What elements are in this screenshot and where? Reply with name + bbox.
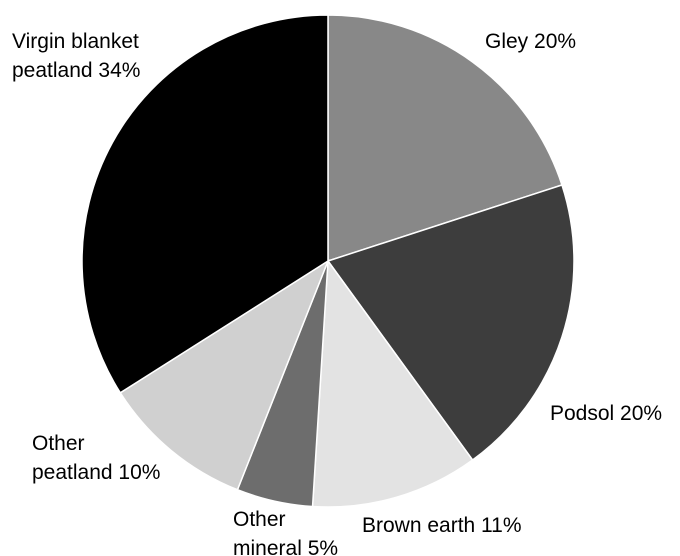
pie-slice-label-line: Brown earth 11%	[362, 514, 522, 537]
pie-slice-label-line: Other	[233, 508, 286, 531]
pie-slice-2	[311, 258, 474, 508]
pie-slice-label-3: Other mineral 5%	[233, 508, 338, 556]
pie-slice-label-line: mineral 5%	[233, 537, 338, 556]
pie-slice-4	[119, 259, 330, 491]
pie-labels: Gley 20% Podsol 20% Brown earth 11% Other mi…	[12, 30, 662, 556]
pie-slice-label-line: Other	[32, 432, 85, 455]
pie-slice-label-1: Podsol 20%	[550, 402, 662, 425]
pie-slice-label-0: Gley 20%	[485, 30, 576, 53]
pie-slice-label-line: Gley 20%	[485, 30, 576, 53]
pie-slice-label-line: peatland 34%	[12, 59, 140, 82]
pie-slice-0	[327, 14, 563, 263]
pie-slice-label-line: Podsol 20%	[550, 402, 662, 425]
pie-slice-label-4: Other peatland 10%	[32, 432, 160, 484]
pie-slice-label-2: Brown earth 11%	[362, 514, 522, 537]
pie-slice-1	[326, 184, 575, 462]
pie-slice-label-line: Virgin blanket	[12, 30, 139, 53]
pie-slice-label-5: Virgin blanket peatland 34%	[12, 30, 140, 82]
pie-slice-label-line: peatland 10%	[32, 461, 160, 484]
pie-slices	[81, 14, 575, 508]
pie-slice-5	[81, 14, 329, 394]
